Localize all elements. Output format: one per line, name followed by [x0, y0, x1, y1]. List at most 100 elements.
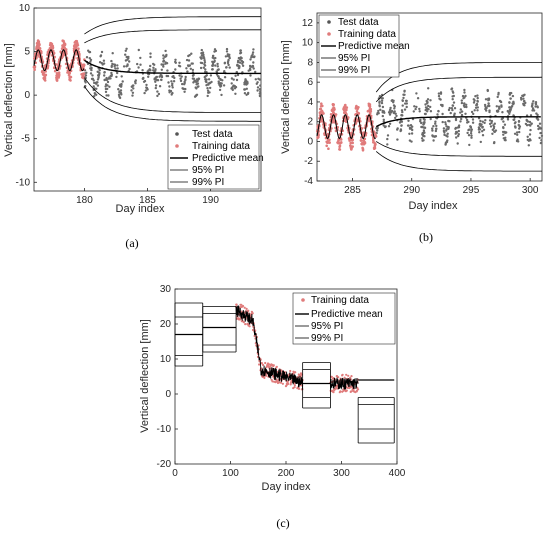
panel-b-test-point [518, 127, 521, 130]
panel-a-test-point [167, 81, 170, 84]
panel-a-test-point [179, 79, 183, 83]
panel-b-test-point [420, 121, 423, 125]
panel-c-training-point [245, 307, 248, 310]
panel-b-test-point [459, 108, 462, 111]
panel-b-test-point [474, 95, 477, 98]
panel-a-test-point [224, 55, 228, 58]
panel-b-test-point [511, 102, 514, 105]
panel-b-test-point [477, 126, 481, 129]
panel-a-test-point [230, 77, 234, 80]
panel-a-test-point [205, 84, 208, 87]
panel-a-test-point [239, 61, 242, 64]
panel-a-pi95-lower [84, 77, 262, 113]
panel-b-test-point [539, 127, 542, 130]
panel-b-test-point [431, 127, 434, 130]
panel-b-test-point [481, 134, 485, 137]
panel-b-test-point [463, 105, 466, 109]
panel-b-test-point [478, 123, 482, 126]
panel-b-test-point [484, 119, 487, 122]
panel-a-pi95-upper [84, 29, 261, 44]
panel-b-test-point [403, 93, 406, 97]
panel-b-test-point [450, 107, 454, 110]
panel-b-test-point [491, 132, 494, 135]
panel-b-training-point [373, 132, 377, 135]
panel-a-test-point [115, 75, 118, 79]
panel-b-ytick-label: 6 [307, 77, 313, 88]
panel-a-test-point [232, 84, 235, 88]
panel-b-test-point [421, 139, 424, 142]
panel-b-test-point [426, 110, 429, 113]
panel-a-test-point [110, 59, 113, 63]
panel-b-pi95-upper [375, 76, 543, 103]
panel-b-test-point [540, 134, 544, 138]
panel-a-legend-test: Test data [192, 129, 233, 140]
panel-b-test-point [447, 108, 451, 112]
panel-b-test-point [422, 126, 425, 129]
legend-c-training-marker [301, 298, 305, 302]
panel-c-ytick-label: 10 [160, 354, 172, 365]
panel-b-pi99-lower [375, 151, 542, 172]
panel-b-test-point [404, 102, 407, 105]
panel-a-training-point [81, 73, 84, 77]
panel-a-test-point [251, 51, 255, 54]
panel-b-legend-pi95: 95% PI [338, 53, 370, 64]
panel-a-test-point [250, 65, 253, 68]
panel-b: 285 290 295 300 12 10 8 6 4 2 0 -2 -4 Day index Vert… [280, 12, 544, 244]
panel-b-training-point [372, 138, 375, 142]
panel-b-test-point [399, 129, 402, 133]
panel-b-mean-train [316, 114, 376, 140]
panel-a-test-point [169, 89, 173, 93]
panel-a-test-point [196, 79, 199, 83]
panel-b-training-point [320, 109, 324, 113]
panel-c-training-point [239, 318, 242, 321]
panel-b-test-point [502, 126, 505, 130]
panel-b-test-point [538, 122, 542, 125]
panel-b-test-point [513, 122, 517, 125]
panel-b-test-point [470, 136, 473, 139]
panel-b-test-point [488, 110, 491, 114]
panel-b-test-point [434, 120, 437, 123]
panel-a-test-point [117, 88, 120, 91]
panel-b-test-point [471, 121, 475, 124]
panel-b-test-point [477, 117, 481, 120]
panel-a-test-point [207, 91, 210, 95]
panel-b-test-point [396, 127, 399, 130]
panel-a-test-point [257, 77, 260, 81]
panel-c-training-point [286, 380, 289, 383]
panel-a-training-point [35, 44, 39, 48]
panel-b-test-point [493, 122, 496, 125]
panel-a-test-point [243, 88, 247, 91]
panel-b-test-point [472, 112, 475, 116]
panel-a-test-point [160, 78, 163, 82]
panel-b-caption: (b) [419, 230, 433, 244]
panel-b-test-point [441, 103, 444, 107]
panel-b-test-point [437, 109, 440, 113]
panel-b-training-point [344, 118, 347, 122]
panel-a-xtick-label: 185 [139, 195, 156, 206]
panel-b-test-point [437, 92, 441, 95]
panel-c-legend-pi99: 99% PI [311, 333, 343, 344]
panel-b-test-point [525, 118, 528, 122]
panel-a-test-point [256, 86, 260, 89]
panel-a-test-point [136, 62, 139, 66]
panel-b-test-point [444, 121, 447, 124]
panel-a-test-point [236, 73, 240, 77]
panel-b-training-point [319, 112, 323, 115]
panel-a-test-point [111, 62, 114, 66]
panel-b-test-point [522, 102, 525, 106]
panel-c-training-point [268, 366, 271, 369]
panel-b-test-point [463, 88, 466, 92]
panel-a-test-point [211, 60, 214, 63]
panel-b-test-point [505, 131, 508, 134]
panel-a-xlabel: Day index [116, 203, 165, 215]
panel-a-training-point [38, 47, 42, 50]
panel-a-test-point [184, 87, 187, 91]
panel-a-test-point [93, 81, 96, 85]
panel-c-xlabel: Day index [262, 481, 311, 493]
panel-b-test-point [376, 113, 379, 116]
panel-b-test-point [435, 124, 438, 128]
panel-b-ytick-label: 10 [302, 38, 314, 49]
panel-a-test-point [120, 75, 123, 78]
panel-b-test-point [393, 105, 396, 108]
